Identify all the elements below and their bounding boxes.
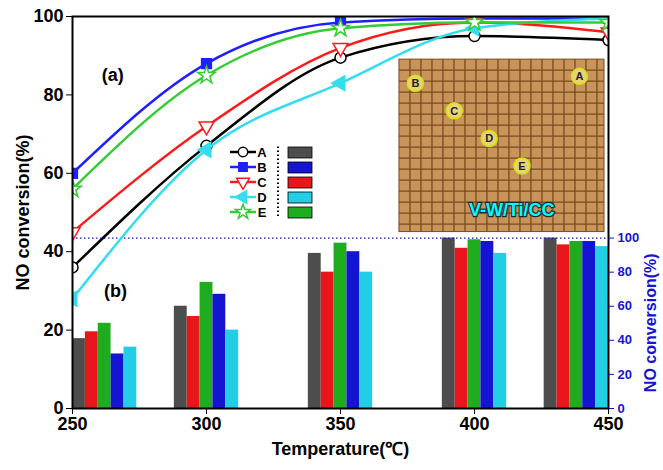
svg-text:80: 80 (43, 85, 63, 105)
svg-text:A: A (575, 70, 583, 82)
svg-text:350: 350 (325, 414, 355, 434)
svg-text:80: 80 (618, 264, 632, 279)
svg-text:60: 60 (43, 163, 63, 183)
svg-text:60: 60 (618, 298, 632, 313)
svg-text:400: 400 (459, 414, 489, 434)
svg-text:40: 40 (618, 332, 632, 347)
svg-text:E: E (258, 205, 267, 220)
svg-text:D: D (257, 190, 266, 205)
svg-text:20: 20 (618, 367, 632, 382)
svg-text:0: 0 (53, 398, 63, 418)
svg-text:40: 40 (43, 241, 63, 261)
svg-text:20: 20 (43, 320, 63, 340)
svg-text:450: 450 (593, 414, 623, 434)
svg-text:100: 100 (618, 230, 640, 245)
svg-text:100: 100 (33, 6, 63, 26)
svg-text:300: 300 (191, 414, 221, 434)
svg-text:Temperature(℃): Temperature(℃) (272, 439, 410, 459)
svg-text:C: C (257, 175, 267, 190)
svg-text:C: C (450, 105, 458, 117)
svg-text:B: B (411, 77, 419, 89)
svg-text:0: 0 (618, 401, 625, 416)
svg-text:NO conversion(%): NO conversion(%) (13, 134, 33, 290)
svg-text:(b): (b) (104, 281, 127, 301)
svg-text:250: 250 (57, 414, 88, 435)
svg-text:A: A (257, 145, 267, 160)
svg-text:(a): (a) (102, 65, 124, 85)
svg-text:NO conversion(%): NO conversion(%) (642, 253, 659, 392)
svg-text:B: B (257, 160, 266, 175)
svg-text:V-W/Ti/CC: V-W/Ti/CC (469, 200, 555, 220)
svg-text:E: E (518, 160, 525, 172)
svg-text:D: D (485, 132, 493, 144)
